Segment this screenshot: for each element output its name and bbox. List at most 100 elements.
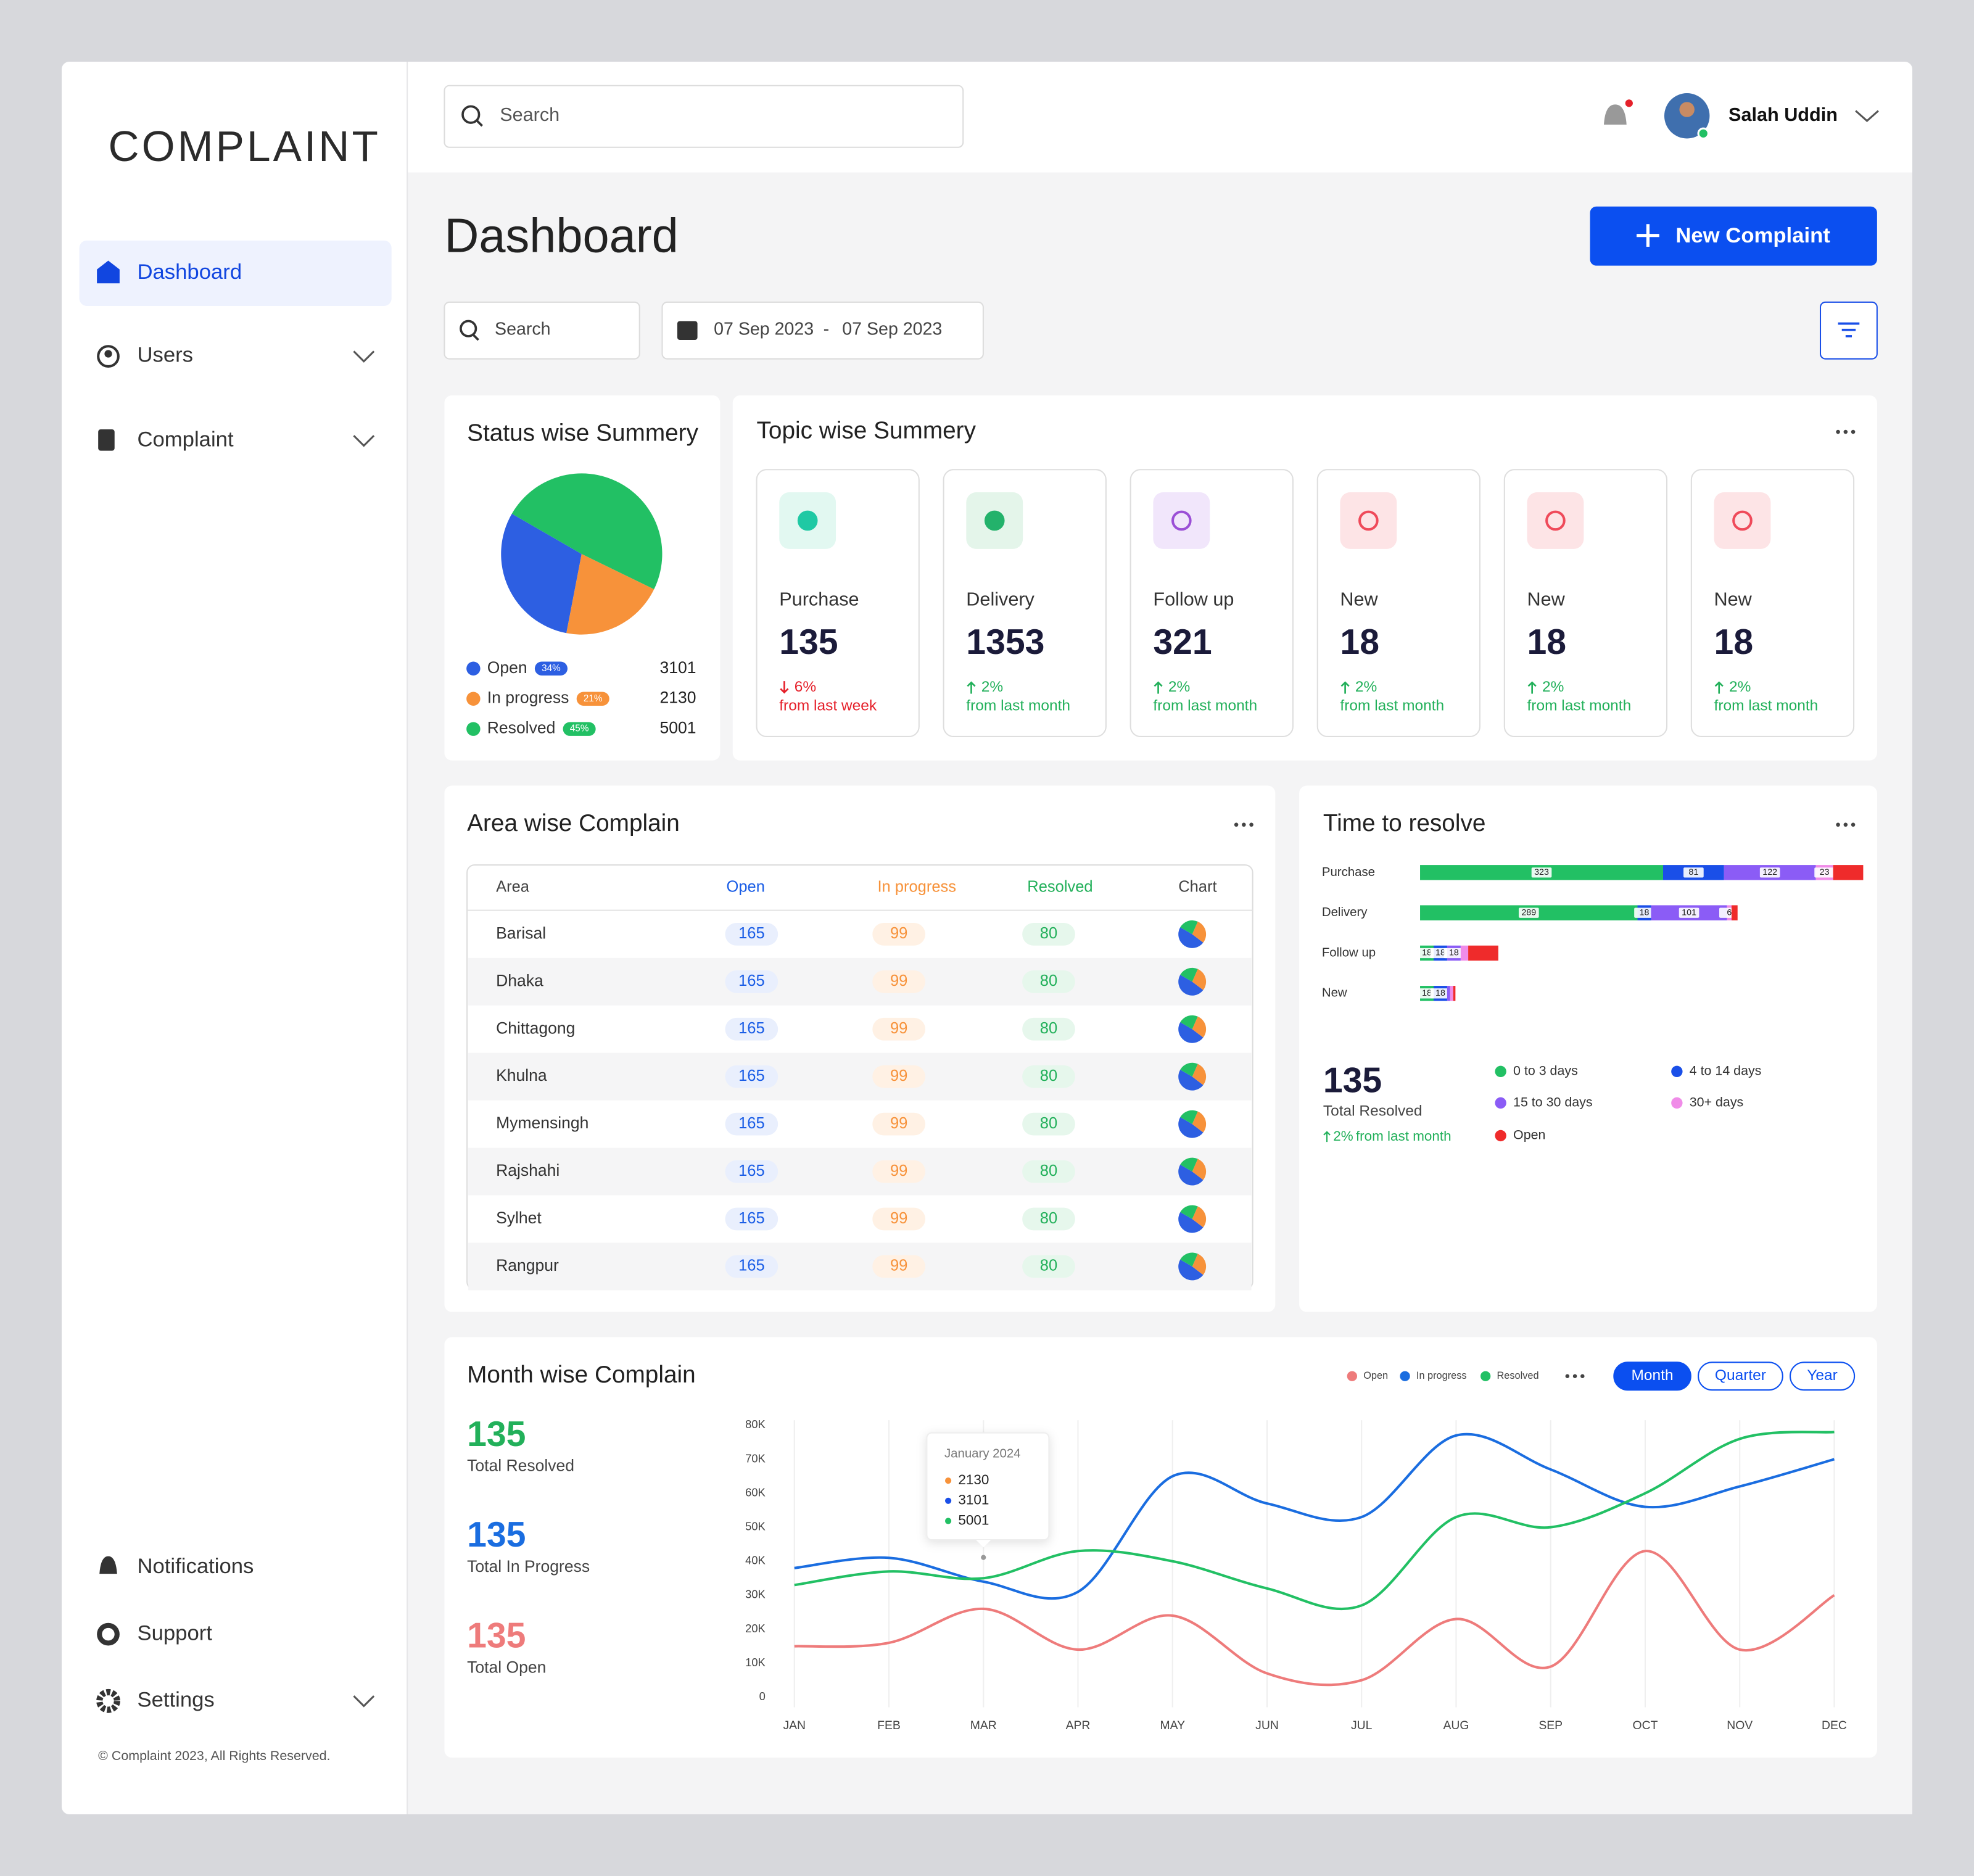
topic-label: New [1527, 589, 1566, 610]
nav-label[interactable]: Notifications [137, 1555, 254, 1578]
count-pill [725, 1017, 778, 1041]
column-header: Area [496, 878, 530, 896]
row-stripe [468, 1052, 1252, 1101]
legend-value: 5001 [660, 719, 696, 737]
calendar-icon [677, 321, 698, 341]
column-header: Open [727, 878, 765, 896]
count-pill [725, 1255, 778, 1278]
topic-value: 18 [1340, 622, 1379, 662]
more-dot[interactable] [1580, 1374, 1585, 1379]
more-dot[interactable] [1836, 822, 1840, 827]
count-value: 80 [1040, 1162, 1057, 1180]
topic-change: 2% [1355, 679, 1377, 695]
search-box[interactable] [444, 85, 964, 148]
row-pie-slice [1180, 1157, 1198, 1172]
segment-label: 289 [1521, 907, 1536, 917]
row-pie-slice [1180, 1252, 1198, 1267]
more-dot[interactable] [1836, 429, 1840, 434]
date-separator: - [824, 319, 830, 339]
nav-label[interactable]: Complaint [137, 428, 234, 451]
x-tick-label: AUG [1443, 1719, 1469, 1732]
chevron[interactable] [353, 435, 375, 447]
more-dot[interactable] [1242, 822, 1246, 827]
topic-label: Purchase [779, 589, 859, 610]
count-value: 80 [1040, 1115, 1057, 1132]
date-range[interactable] [661, 301, 984, 360]
user-icon-head [104, 350, 112, 358]
filter-search[interactable] [444, 301, 640, 360]
chevron[interactable] [353, 1695, 375, 1708]
tooltip-dot [945, 1518, 952, 1524]
count-pill [725, 1160, 778, 1183]
row-pie-slice [1192, 1159, 1207, 1180]
new-complaint-button[interactable] [1590, 206, 1877, 266]
period-button[interactable] [1698, 1362, 1783, 1391]
chevron[interactable] [1855, 110, 1879, 122]
share-badge-label: 45% [570, 724, 589, 734]
bar-category: Follow up [1322, 946, 1376, 959]
period-button[interactable] [1613, 1362, 1691, 1391]
chevron[interactable] [353, 350, 375, 363]
count-value: 80 [1040, 1210, 1057, 1227]
topic-icon [1545, 510, 1566, 531]
count-value: 99 [890, 1115, 907, 1132]
count-pill [872, 923, 925, 946]
more-dot[interactable] [1572, 1374, 1577, 1379]
legend-label: Open [1363, 1370, 1388, 1381]
count-value: 165 [738, 1067, 765, 1085]
topic-note: from last month [1714, 697, 1819, 714]
plus-icon [1637, 224, 1659, 247]
segment-label: 23 [1820, 867, 1830, 877]
count-value: 80 [1040, 972, 1057, 990]
more-dot[interactable] [1249, 822, 1253, 827]
page-title: Dashboard [444, 209, 678, 262]
resolve-total-label: Total Resolved [1323, 1103, 1423, 1120]
topic-label: Follow up [1153, 589, 1234, 610]
y-tick-label: 60K [745, 1486, 766, 1498]
topic-icon [797, 510, 818, 531]
count-value: 99 [890, 1020, 907, 1037]
y-tick-label: 10K [745, 1656, 766, 1669]
legend-dot [1480, 1371, 1491, 1381]
stat-value: 135 [467, 1515, 526, 1555]
change-arrow [780, 681, 789, 694]
nav-label[interactable]: Dashboard [137, 260, 242, 284]
nav-label[interactable]: Support [137, 1621, 212, 1645]
legend-label: 0 to 3 days [1513, 1063, 1578, 1078]
more-dot[interactable] [1234, 822, 1239, 827]
topic-icon [984, 510, 1005, 531]
tooltip-value: 2130 [958, 1472, 989, 1487]
change-arrow [967, 681, 976, 694]
more-dot[interactable] [1851, 822, 1856, 827]
count-value: 165 [738, 1210, 765, 1227]
nav-label[interactable]: Settings [137, 1688, 214, 1711]
more-dot[interactable] [1843, 429, 1848, 434]
more-dot[interactable] [1851, 429, 1856, 434]
topic-icon-bg [1714, 492, 1771, 549]
bell-icon[interactable] [1604, 104, 1627, 125]
topic-change: 2% [1729, 679, 1751, 695]
topic-note: from last week [779, 697, 877, 714]
resolve-change: 2% [1333, 1128, 1353, 1144]
segment-badge [1430, 988, 1451, 999]
topic-note: from last month [966, 697, 1070, 714]
count-value: 99 [890, 1067, 907, 1085]
resolve-total: 135 [1323, 1060, 1382, 1100]
resolve-card [1299, 785, 1877, 1312]
nav-label[interactable]: Users [137, 344, 193, 367]
count-pill [1022, 1255, 1075, 1278]
segment-badge [1531, 867, 1552, 878]
more-dot[interactable] [1843, 822, 1848, 827]
segment-badge [1814, 867, 1835, 878]
more-dot[interactable] [1565, 1374, 1570, 1379]
row-pie-slice [1178, 1069, 1204, 1091]
topic-value: 321 [1153, 622, 1212, 662]
legend-label: 15 to 30 days [1513, 1095, 1593, 1110]
row-pie-slice [1180, 1062, 1198, 1077]
period-button[interactable] [1790, 1362, 1856, 1391]
gear-icon [96, 1688, 120, 1713]
count-pill [872, 1207, 925, 1231]
row-pie-slice [1192, 1111, 1207, 1133]
row-pie-slice [1178, 1212, 1204, 1233]
card-title: Time to resolve [1323, 810, 1486, 837]
